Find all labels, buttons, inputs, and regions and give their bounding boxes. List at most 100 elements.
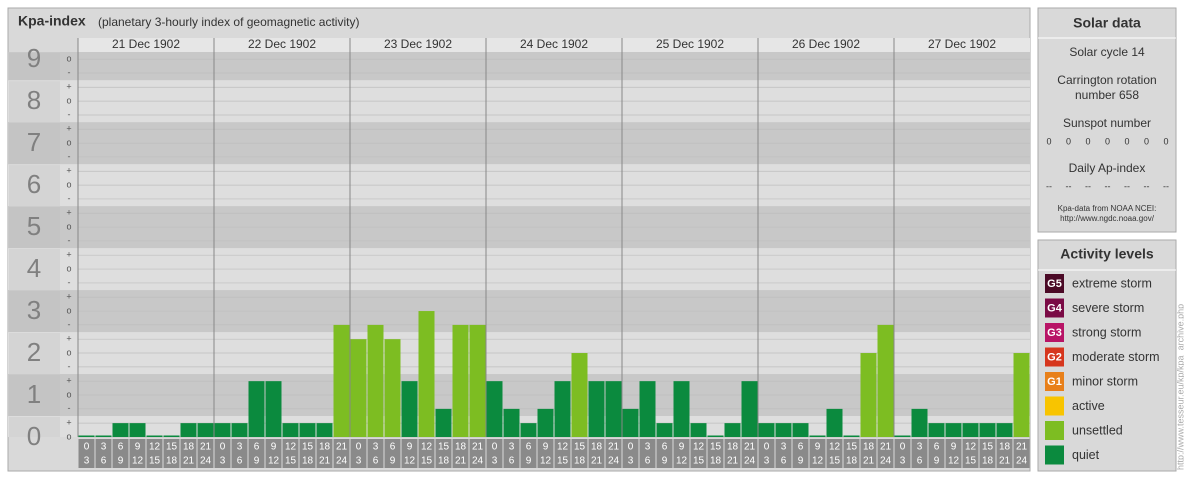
legend-swatch (1045, 298, 1064, 318)
hour-label: 18 (710, 456, 722, 467)
hour-label: 24 (608, 456, 620, 467)
hour-cell (486, 439, 503, 468)
bar (554, 381, 571, 437)
y-tick-label: 8 (27, 85, 41, 115)
hour-label: 6 (662, 442, 668, 453)
hour-label: 24 (336, 456, 348, 467)
hour-label: 18 (183, 442, 195, 453)
minor-tick-label: o (66, 179, 71, 189)
hour-label: 18 (846, 456, 858, 467)
hour-cell (469, 439, 486, 468)
y-tick-label: 6 (27, 169, 41, 199)
legend-swatch (1045, 396, 1064, 416)
hour-label: 6 (645, 456, 651, 467)
bar (571, 353, 588, 437)
hour-cell (775, 439, 792, 468)
hour-label: 9 (135, 442, 141, 453)
hour-label: 18 (999, 442, 1011, 453)
hour-label: 3 (101, 442, 107, 453)
hour-label: 9 (815, 442, 821, 453)
hour-cell (843, 439, 860, 468)
source: Kpa-data from NOAA NCEI: (1058, 204, 1157, 213)
bar (112, 423, 129, 437)
bar (741, 381, 758, 437)
bar (180, 423, 197, 437)
minor-tick-label: + (66, 124, 71, 134)
sunspot-value: 0 (1105, 136, 1110, 146)
hour-label: 18 (863, 442, 875, 453)
legend-swatch (1045, 274, 1064, 293)
hour-cell (503, 439, 520, 468)
y-tick-label: 9 (27, 43, 41, 73)
minor-tick-label: o (66, 137, 71, 147)
legend-swatch (1045, 347, 1064, 367)
bar (163, 435, 180, 437)
legend-label: severe storm (1072, 301, 1144, 315)
hour-label: 6 (509, 456, 515, 467)
hour-label: 0 (628, 442, 634, 453)
hour-label: 3 (373, 442, 379, 453)
hour-label: 3 (492, 456, 498, 467)
minor-tick-label: + (66, 82, 71, 92)
ap-value: -- (1124, 181, 1130, 191)
minor-tick-label: - (68, 361, 71, 371)
hour-cell (894, 439, 911, 468)
bar (639, 381, 656, 437)
hour-cell (707, 439, 724, 468)
hour-label: 3 (781, 442, 787, 453)
sunspot-value: 0 (1046, 136, 1051, 146)
minor-tick-label: - (68, 193, 71, 203)
bar (452, 324, 469, 437)
hour-cell (826, 439, 843, 468)
hour-cell (724, 439, 741, 468)
minor-tick-label: o (66, 95, 71, 105)
hour-label: 6 (254, 442, 260, 453)
bar (299, 423, 316, 437)
hour-cell (78, 439, 95, 468)
legend-swatch (1045, 421, 1064, 440)
hour-cell (401, 439, 418, 468)
legend-label: extreme storm (1072, 276, 1152, 290)
hour-label: 21 (744, 442, 756, 453)
legend-label: moderate storm (1072, 350, 1160, 364)
hour-label: 21 (472, 442, 484, 453)
bar (775, 423, 792, 437)
hour-label: 12 (676, 456, 688, 467)
hour-cell (911, 439, 928, 468)
y-label-cell (9, 249, 60, 291)
hour-label: 15 (557, 456, 569, 467)
hour-label: 9 (118, 456, 124, 467)
y-label-cell (9, 417, 60, 437)
hour-label: 15 (846, 442, 858, 453)
hour-label: 6 (781, 456, 787, 467)
minor-tick-label: + (66, 250, 71, 260)
hour-label: 15 (438, 442, 450, 453)
bar (809, 435, 826, 437)
minor-tick-label: - (68, 109, 71, 119)
hour-label: 18 (438, 456, 450, 467)
hour-label: 15 (574, 442, 586, 453)
bar (792, 423, 809, 437)
sunspot-value: 0 (1085, 136, 1090, 146)
legend-label: quiet (1072, 448, 1100, 462)
hour-cell (435, 439, 452, 468)
hour-label: 6 (101, 456, 107, 467)
hour-label: 15 (965, 456, 977, 467)
bar (401, 381, 418, 437)
hour-cell (962, 439, 979, 468)
hour-label: 9 (390, 456, 396, 467)
ap-value: -- (1144, 181, 1150, 191)
hour-cell (1013, 439, 1030, 468)
hour-cell (690, 439, 707, 468)
y-tick-label: 0 (27, 421, 41, 451)
hour-label: 21 (336, 442, 348, 453)
hour-cell (979, 439, 996, 468)
bar (486, 381, 503, 437)
hour-label: 15 (285, 456, 297, 467)
hour-label: 15 (982, 442, 994, 453)
hour-cell (537, 439, 554, 468)
hour-label: 12 (149, 442, 161, 453)
hour-label: 9 (662, 456, 668, 467)
hour-cell (673, 439, 690, 468)
hour-label: 21 (319, 456, 331, 467)
